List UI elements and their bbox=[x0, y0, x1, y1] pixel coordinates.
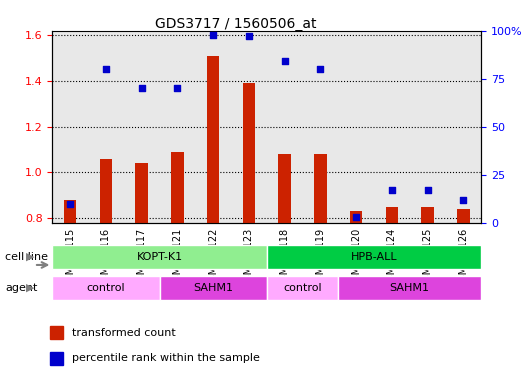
Bar bbox=[422, 207, 434, 384]
FancyBboxPatch shape bbox=[338, 276, 481, 300]
Bar bbox=[243, 83, 255, 384]
Point bbox=[352, 214, 360, 220]
Text: ▶: ▶ bbox=[26, 252, 34, 262]
Bar bbox=[207, 56, 219, 384]
Point bbox=[280, 58, 289, 65]
Text: agent: agent bbox=[5, 283, 38, 293]
Bar bbox=[278, 154, 291, 384]
Text: SAHM1: SAHM1 bbox=[193, 283, 233, 293]
Text: GDS3717 / 1560506_at: GDS3717 / 1560506_at bbox=[155, 17, 316, 31]
Text: KOPT-K1: KOPT-K1 bbox=[137, 252, 183, 262]
Point bbox=[101, 66, 110, 72]
FancyBboxPatch shape bbox=[267, 276, 338, 300]
Point bbox=[388, 187, 396, 193]
Bar bbox=[100, 159, 112, 384]
Point bbox=[138, 85, 146, 91]
Text: SAHM1: SAHM1 bbox=[390, 283, 430, 293]
Point bbox=[173, 85, 181, 91]
FancyBboxPatch shape bbox=[267, 245, 481, 270]
FancyBboxPatch shape bbox=[52, 245, 267, 270]
Bar bbox=[50, 352, 63, 365]
Point bbox=[66, 200, 74, 207]
Bar bbox=[64, 200, 76, 384]
Bar bbox=[135, 163, 148, 384]
Text: percentile rank within the sample: percentile rank within the sample bbox=[72, 353, 260, 364]
Bar bbox=[314, 154, 326, 384]
Bar bbox=[350, 211, 362, 384]
Text: control: control bbox=[87, 283, 125, 293]
Bar bbox=[457, 209, 470, 384]
Point bbox=[245, 33, 253, 40]
Bar bbox=[385, 207, 398, 384]
Text: HPB-ALL: HPB-ALL bbox=[350, 252, 397, 262]
Point bbox=[316, 66, 324, 72]
Point bbox=[209, 31, 217, 38]
FancyBboxPatch shape bbox=[160, 276, 267, 300]
FancyBboxPatch shape bbox=[52, 276, 160, 300]
Text: ▶: ▶ bbox=[26, 283, 34, 293]
Bar bbox=[50, 326, 63, 339]
Text: cell line: cell line bbox=[5, 252, 48, 262]
Point bbox=[459, 197, 468, 203]
Text: transformed count: transformed count bbox=[72, 328, 176, 338]
Text: control: control bbox=[283, 283, 322, 293]
Bar bbox=[171, 152, 184, 384]
Point bbox=[423, 187, 431, 193]
